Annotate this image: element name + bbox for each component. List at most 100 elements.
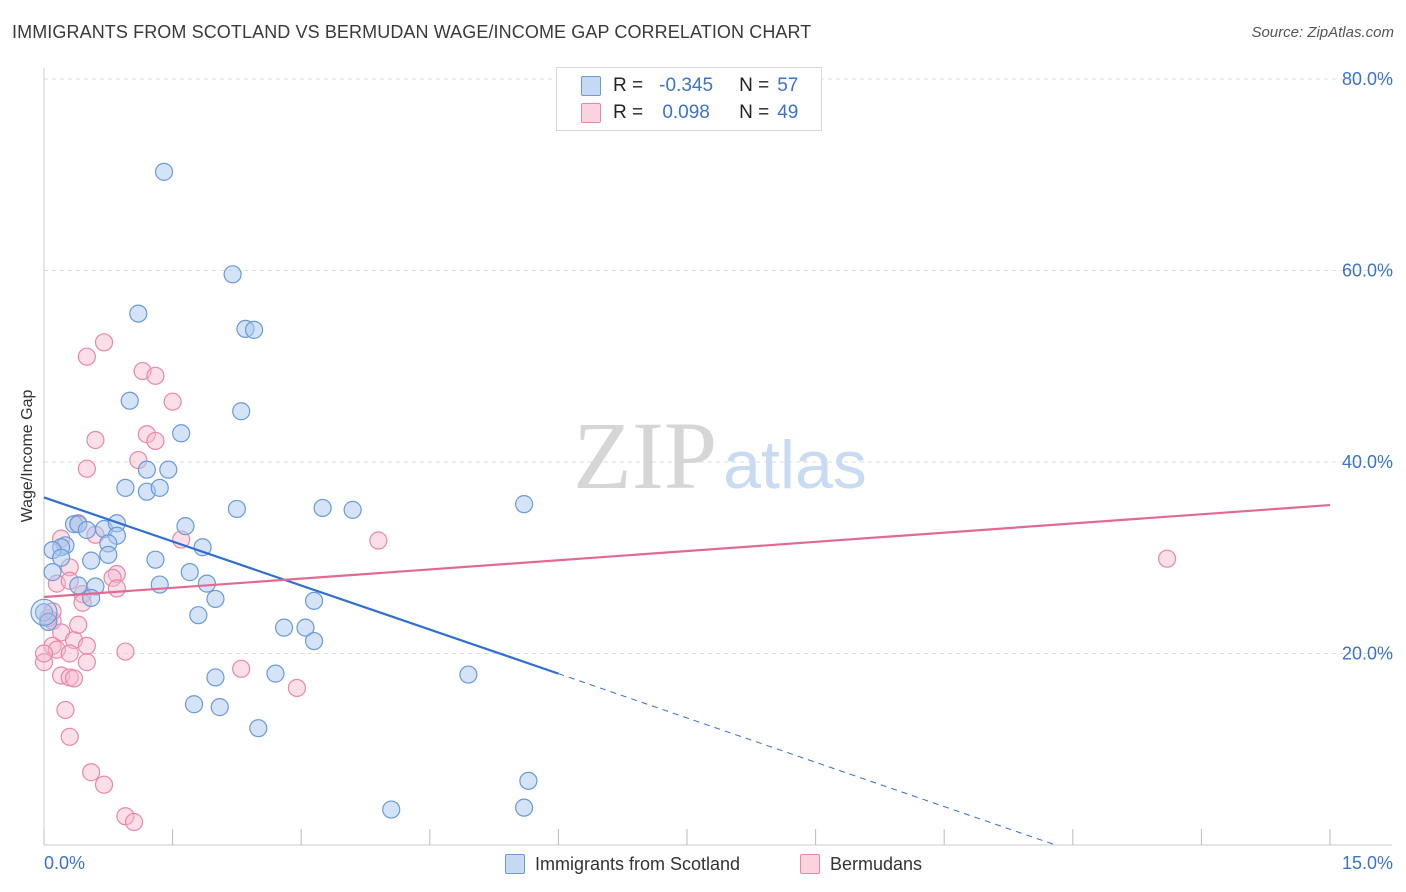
data-point-bermudans [146, 366, 165, 385]
y-tick-label: 80.0% [1342, 69, 1393, 89]
data-point-scotland [43, 563, 62, 582]
data-point-scotland [150, 575, 169, 594]
data-point-bermudans [107, 579, 126, 598]
bottom-legend-swatch-pink [800, 854, 820, 874]
data-point-scotland [382, 800, 401, 819]
data-point-scotland [159, 460, 178, 479]
bottom-legend-scotland[interactable]: Immigrants from Scotland [505, 852, 740, 876]
data-point-bermudans [60, 644, 79, 663]
legend-swatch-pink [581, 103, 601, 123]
source-label: Source: ZipAtlas.com [1251, 24, 1394, 41]
y-tick-label: 40.0% [1342, 452, 1393, 472]
data-point-bermudans [124, 812, 144, 832]
data-point-scotland [116, 478, 135, 497]
bottom-legend-label: Bermudans [830, 853, 923, 874]
data-point-scotland [304, 591, 324, 610]
data-point-scotland [137, 460, 156, 479]
data-point-bermudans [77, 653, 96, 672]
data-point-scotland [459, 665, 478, 684]
bottom-legend-label: Immigrants from Scotland [535, 853, 741, 874]
trend-line-bermudans [43, 503, 1331, 599]
data-point-scotland [176, 517, 195, 536]
data-point-bermudans [86, 430, 105, 450]
data-point-scotland [210, 698, 229, 717]
data-point-bermudans [69, 615, 88, 634]
series-immigrants-from-scotland [30, 162, 538, 819]
data-point-scotland [313, 498, 332, 518]
x-tick-label: 15.0% [1342, 853, 1393, 873]
data-point-scotland [154, 162, 174, 181]
legend-row-bermudans: R = 0.098 N = 49 [581, 101, 798, 125]
data-point-scotland [69, 576, 88, 595]
trend-line-scotland-extrapolated [558, 673, 1056, 846]
data-point-bermudans [77, 347, 96, 366]
data-point-bermudans [34, 644, 54, 663]
data-point-scotland [223, 265, 242, 284]
data-point-scotland [515, 798, 534, 817]
data-point-scotland [296, 618, 315, 637]
data-point-scotland [150, 478, 169, 497]
data-point-scotland [189, 606, 208, 625]
watermark-atlas: atlas [723, 427, 867, 503]
watermark: ZIPatlas [573, 402, 867, 509]
data-point-scotland [206, 668, 225, 687]
legend-r-value: -0.345 [659, 75, 714, 96]
data-point-scotland [39, 612, 58, 632]
legend-n-label: N = [739, 102, 770, 123]
data-point-scotland [227, 499, 246, 519]
legend-row-scotland: R = -0.345 N = 57 [581, 74, 798, 98]
trend-lines [43, 496, 1331, 846]
data-point-scotland [77, 520, 96, 540]
data-point-scotland [274, 618, 294, 637]
data-point-scotland [99, 545, 118, 564]
data-point-bermudans [60, 727, 79, 746]
data-point-bermudans [369, 531, 388, 550]
data-point-scotland [244, 320, 264, 339]
data-point-bermudans [1158, 549, 1177, 568]
data-point-scotland [232, 402, 251, 421]
data-point-bermudans [77, 636, 96, 655]
data-point-scotland [515, 495, 534, 514]
data-point-bermudans [56, 700, 75, 720]
data-point-scotland [172, 424, 191, 443]
watermark-zip: ZIP [573, 402, 717, 509]
data-point-scotland [52, 548, 71, 567]
data-point-bermudans [77, 459, 96, 478]
data-point-bermudans [287, 678, 307, 698]
data-point-bermudans [94, 775, 114, 794]
data-point-bermudans [82, 763, 101, 782]
bottom-legend-bermudans[interactable]: Bermudans [800, 852, 922, 876]
legend-n-value: 57 [777, 75, 799, 96]
chart-title: IMMIGRANTS FROM SCOTLAND VS BERMUDAN WAG… [12, 22, 812, 42]
axes [43, 68, 1392, 846]
data-point-scotland [304, 631, 324, 651]
data-point-bermudans [64, 669, 84, 688]
data-point-scotland-large [30, 598, 58, 626]
data-point-scotland [193, 538, 212, 557]
data-point-scotland [180, 563, 199, 582]
data-point-scotland [197, 574, 216, 593]
data-point-scotland [206, 589, 225, 609]
data-point-scotland [146, 550, 165, 569]
data-point-bermudans [163, 392, 182, 411]
series-bermudans [34, 333, 1177, 832]
y-tick-label: 60.0% [1342, 261, 1393, 281]
tick-labels: 20.0% 40.0% 60.0% 80.0% 0.0% 15.0% [44, 69, 1393, 873]
data-point-bermudans [94, 333, 114, 352]
data-point-bermudans [103, 568, 122, 587]
legend-r-label: R = [613, 102, 644, 123]
data-point-bermudans [116, 642, 135, 661]
legend-n-label: N = [739, 75, 770, 96]
data-point-scotland [343, 500, 362, 519]
legend-swatch-blue [581, 76, 601, 96]
data-point-scotland [519, 771, 538, 790]
data-point-scotland [184, 695, 204, 714]
legend-r-value: 0.098 [662, 102, 710, 123]
data-point-scotland [120, 391, 139, 410]
y-tick-label: 20.0% [1342, 644, 1393, 664]
data-point-scotland [266, 664, 285, 683]
trend-line-scotland [43, 496, 559, 675]
bottom-legend-swatch-blue [505, 854, 525, 874]
x-tick-label: 0.0% [44, 853, 85, 873]
